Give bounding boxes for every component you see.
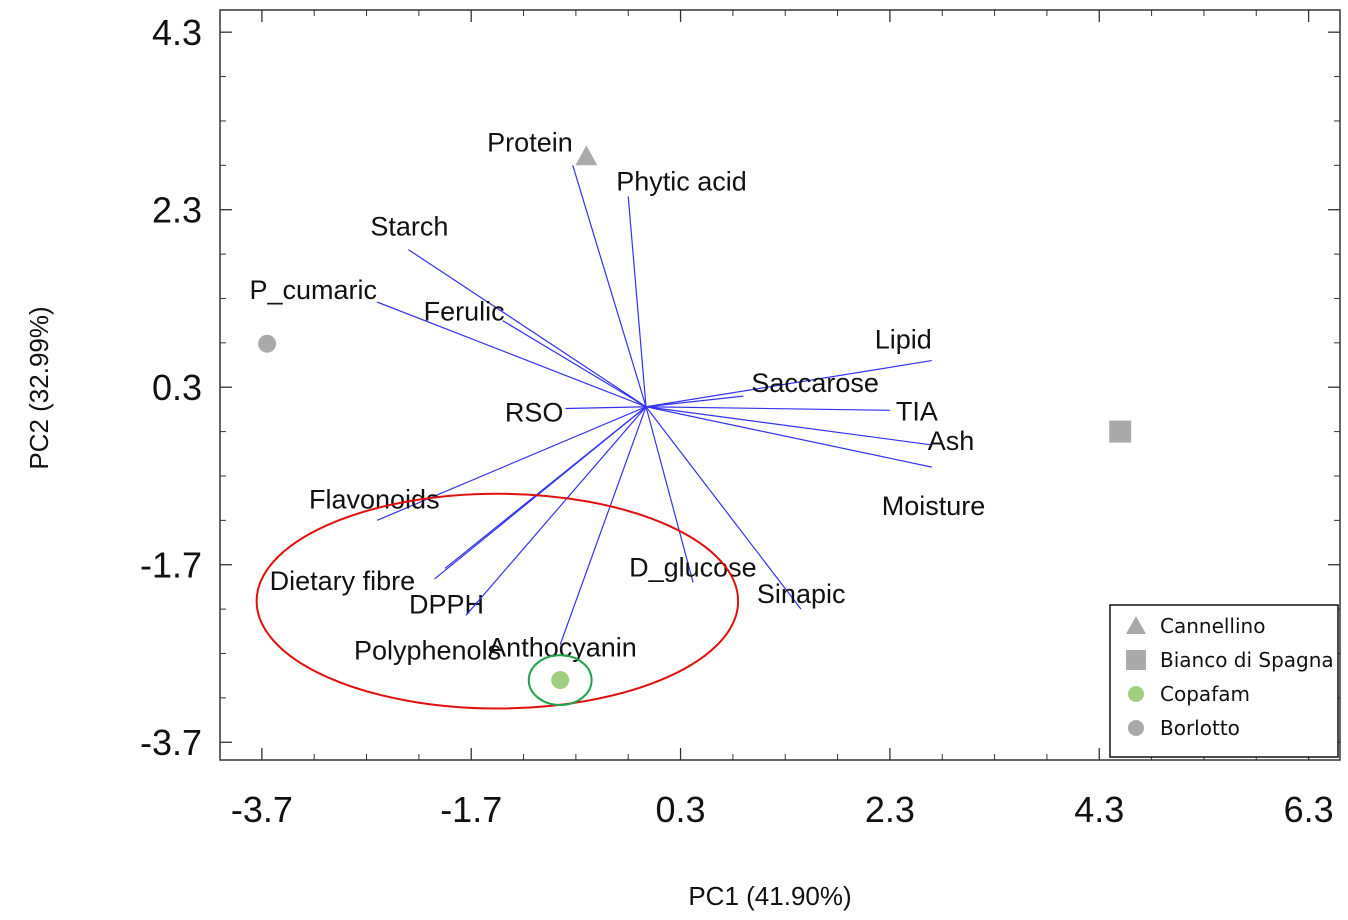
y-tick-label: -3.7 — [140, 722, 202, 763]
loading-line — [559, 406, 647, 645]
x-tick-label: -3.7 — [231, 789, 293, 830]
circle-marker — [1128, 720, 1144, 736]
loading-label: Moisture — [882, 491, 986, 521]
loading-label: D_glucose — [629, 552, 757, 582]
loading-line — [645, 359, 932, 408]
loading-line — [465, 406, 647, 616]
loading-label: Anthocyanin — [488, 633, 637, 663]
legend-box — [1109, 604, 1339, 758]
loading-label: Polyphenols — [354, 635, 501, 665]
x-tick-label: 4.3 — [1074, 789, 1124, 830]
loading-label: Phytic acid — [616, 166, 747, 196]
annotation-ellipse — [527, 654, 593, 706]
legend-label: Cannellino — [1160, 614, 1265, 638]
loading-line — [645, 406, 932, 468]
loading-line — [646, 406, 890, 411]
circle-marker — [258, 334, 277, 353]
loading-label: Dietary fibre — [270, 566, 416, 596]
y-tick-label: -1.7 — [140, 545, 202, 586]
legend: Cannellino Bianco di Spagna Copafam Borlott… — [1109, 604, 1339, 758]
y-tick-label: 4.3 — [152, 12, 202, 53]
x-axis-title: PC1 (41.90%) — [688, 881, 851, 911]
loading-label: Saccarose — [751, 368, 879, 398]
plot-frame — [219, 9, 1341, 761]
loading-label: TIA — [896, 396, 938, 426]
circle-marker — [1128, 686, 1144, 702]
y-tick-labels: 4.3 2.3 0.3 -1.7 -3.7 — [140, 12, 202, 763]
loading-line — [645, 406, 694, 583]
legend-label: Copafam — [1160, 682, 1250, 706]
y-axis-title: PC2 (32.99%) — [24, 306, 54, 469]
triangle-marker — [1126, 616, 1146, 634]
loading-line — [565, 406, 647, 410]
loading-label: Lipid — [875, 325, 932, 355]
x-tick-label: 6.3 — [1284, 789, 1334, 830]
square-marker — [1126, 650, 1146, 670]
x-tick-labels: -3.7 -1.7 0.3 2.3 4.3 6.3 — [231, 789, 1334, 830]
highlight-ellipses — [255, 492, 740, 710]
loading-line — [627, 196, 647, 407]
loading-line — [572, 165, 647, 407]
x-tick-label: 2.3 — [865, 789, 915, 830]
legend-label: Borlotto — [1160, 716, 1240, 740]
loading-label: Protein — [487, 127, 573, 157]
circle-marker — [551, 671, 570, 690]
y-tick-label: 2.3 — [152, 190, 202, 231]
sample-points — [258, 145, 1132, 690]
loading-label: Sinapic — [757, 579, 846, 609]
triangle-marker — [575, 145, 598, 166]
legend-label: Bianco di Spagna — [1160, 648, 1334, 672]
loading-label: Starch — [370, 212, 448, 242]
loading-line — [502, 320, 647, 408]
loading-label: Ferulic — [424, 297, 505, 327]
loading-vectors: Protein Phytic acid Starch P_cumaric Ferulic… — [249, 127, 985, 665]
loading-line — [376, 406, 647, 521]
loading-line — [408, 249, 647, 408]
annotation-ellipse — [255, 492, 740, 710]
loading-label: DPPH — [409, 589, 484, 619]
square-marker — [1109, 420, 1132, 443]
loading-line — [444, 406, 647, 569]
loading-line — [645, 395, 744, 408]
y-tick-label: 0.3 — [152, 367, 202, 408]
x-tick-label: 0.3 — [656, 789, 706, 830]
loading-label: P_cumaric — [249, 275, 377, 305]
loading-line — [645, 406, 932, 446]
loading-label: RSO — [505, 398, 564, 428]
x-tick-label: -1.7 — [440, 789, 502, 830]
loading-label: Ash — [928, 426, 975, 456]
loading-line — [376, 301, 647, 408]
loading-line — [645, 406, 802, 610]
